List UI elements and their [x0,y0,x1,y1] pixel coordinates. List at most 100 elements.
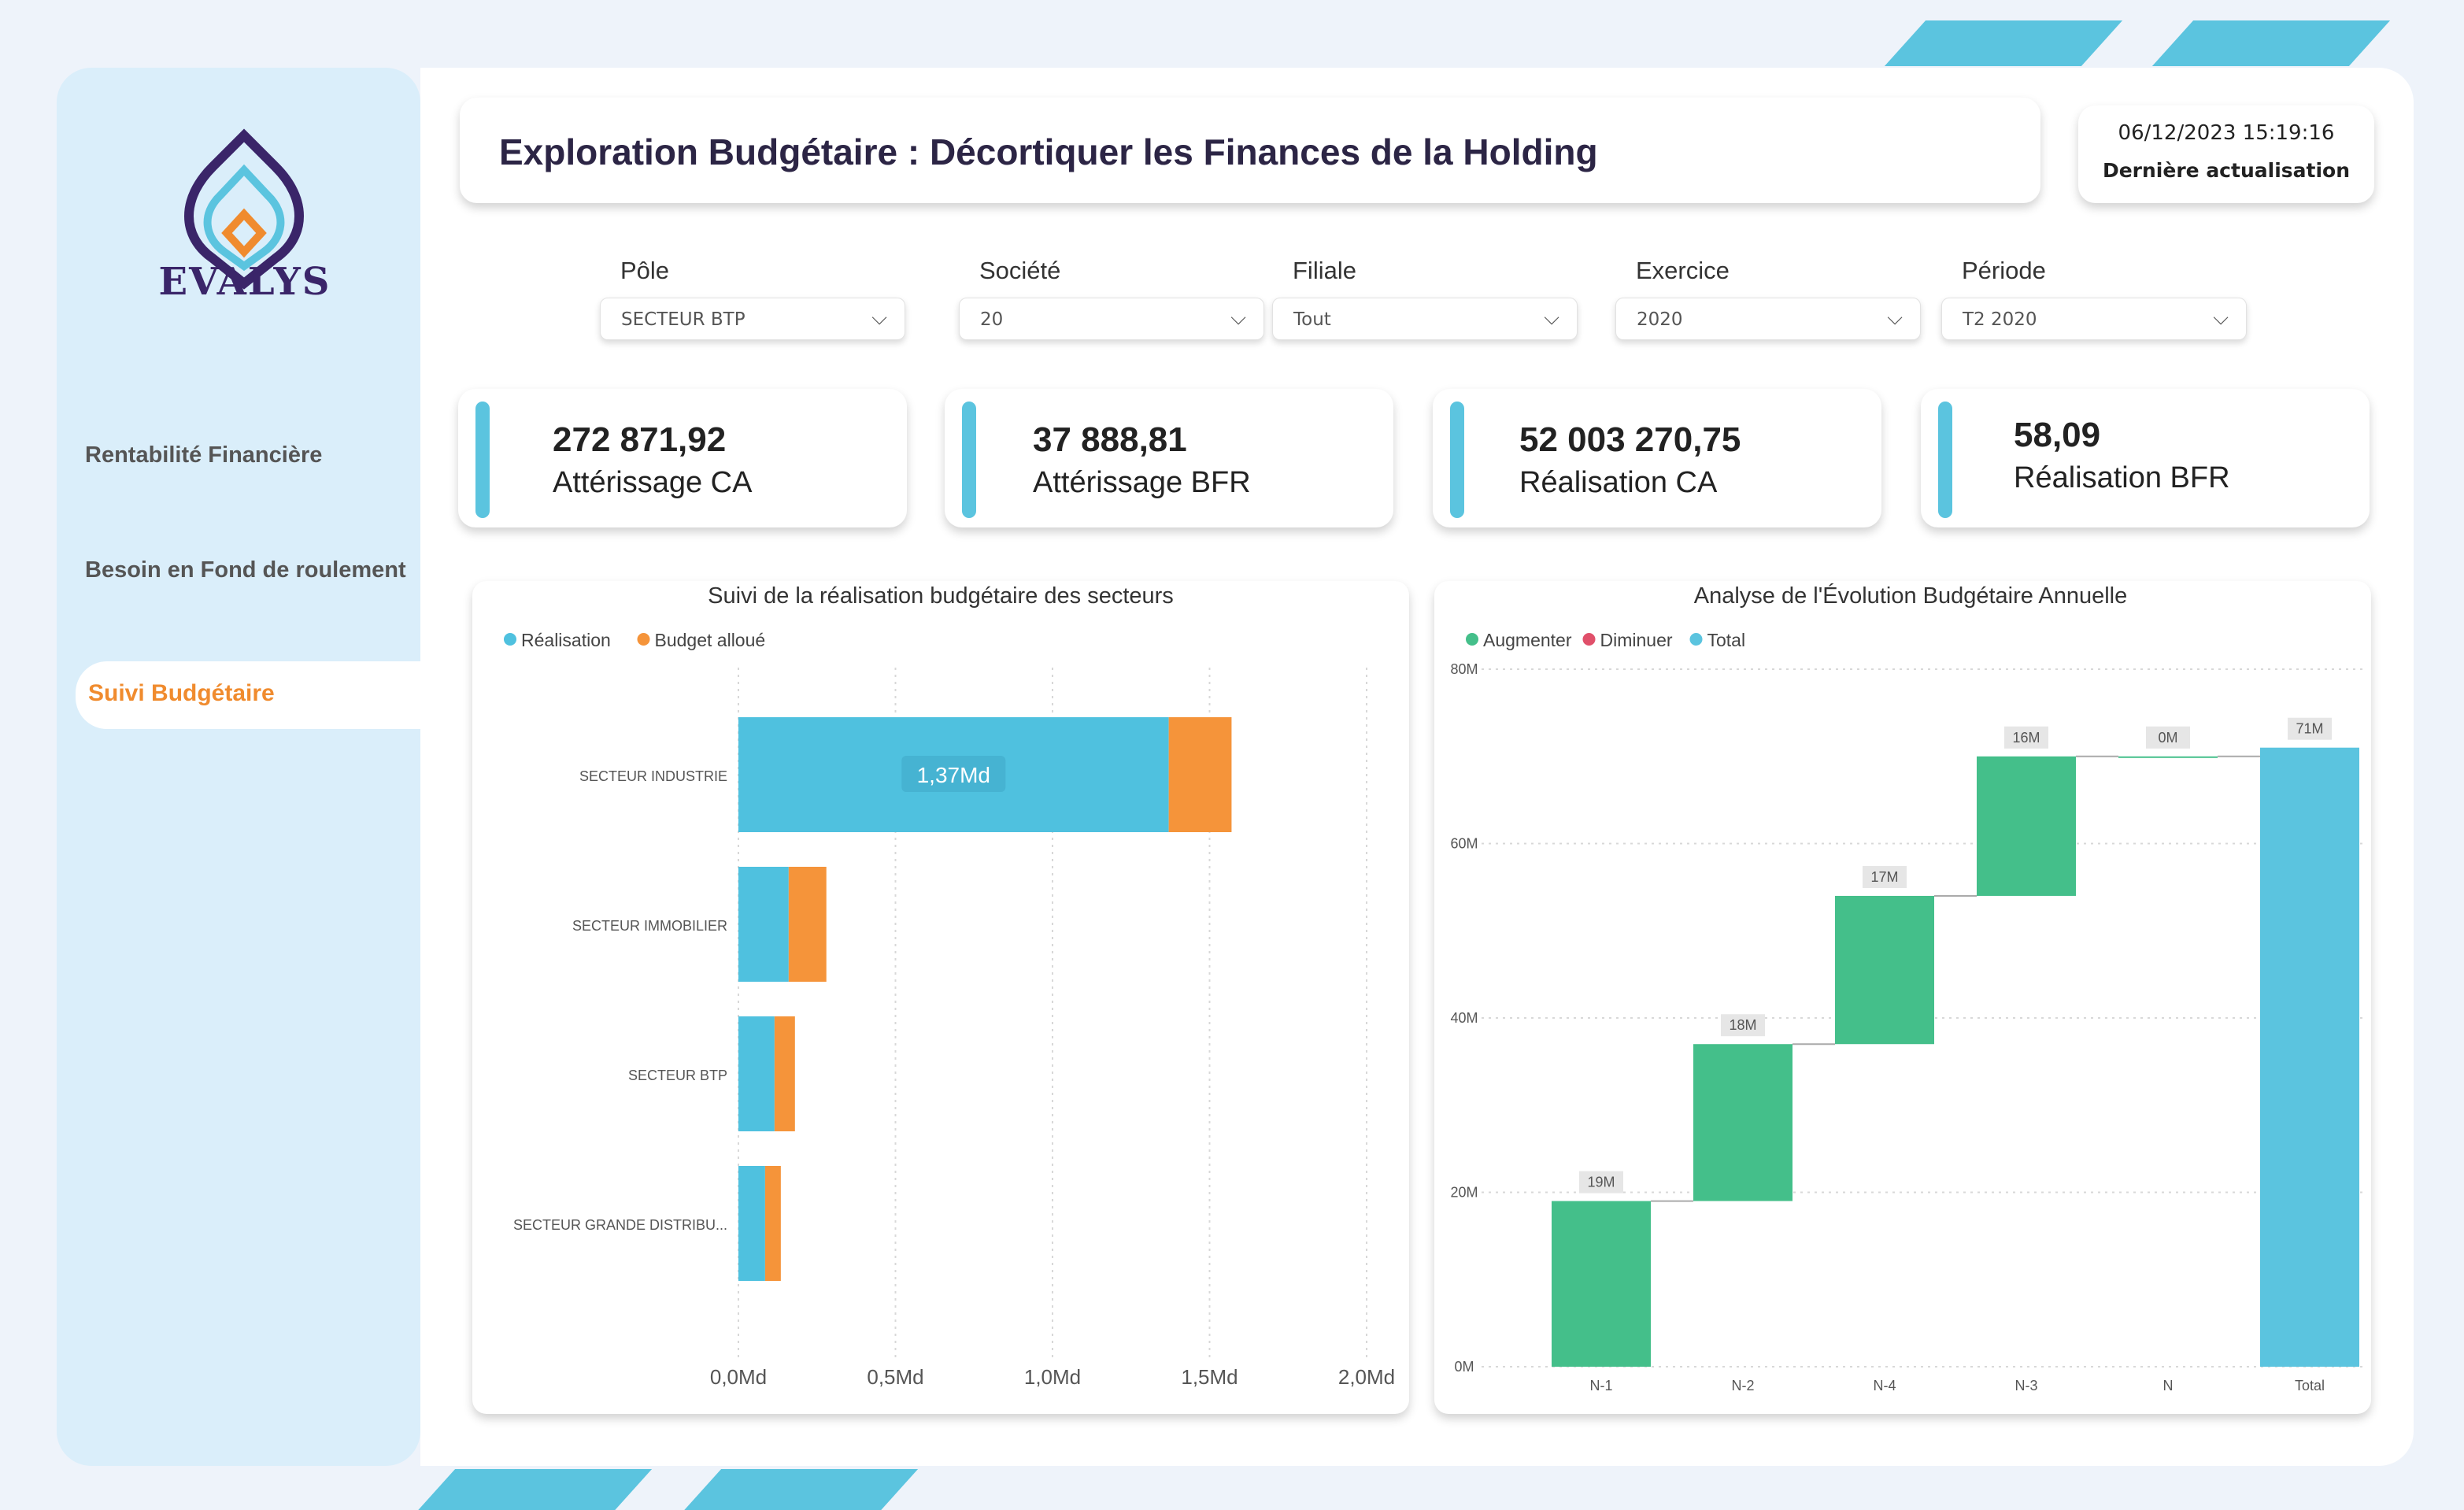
waterfall-bar [1835,895,1934,1045]
x-tick-label: N-3 [2014,1378,2037,1393]
kpi-accent-bar [962,402,976,518]
refresh-card: 06/12/2023 15:19:16 Dernière actualisati… [2078,105,2374,203]
nav-item-label: Suivi Budgétaire [88,680,275,706]
chevron-down-icon: ⌵ [1230,306,1246,330]
legend-label: Budget alloué [655,630,766,650]
value-label: 18M [1729,1017,1756,1033]
filiale-dropdown[interactable]: Tout ⌵ [1272,298,1578,340]
bar-segment [738,1166,765,1281]
value-label-bg [1721,1014,1765,1037]
page-title-card: Exploration Budgétaire : Décortiquer les… [460,98,2040,203]
dropdown-value: Tout [1293,309,1331,330]
y-tick-label: 80M [1450,661,1478,677]
sector-budget-bar-svg: Suivi de la réalisation budgétaire des s… [504,583,1395,1389]
chevron-down-icon: ⌵ [871,306,887,330]
chart-title: Suivi de la réalisation budgétaire des s… [708,583,1174,609]
x-tick-label: N-2 [1731,1378,1754,1393]
legend-label: Réalisation [521,630,611,650]
waterfall-bar [1693,1044,1793,1201]
kpi-label: Réalisation CA [1519,466,1718,499]
annual-evolution-chart: Analyse de l'Évolution Budgétaire Annuel… [1434,581,2371,1414]
kpi-value: 52 003 270,75 [1519,420,1741,459]
x-tick-label: 0,5Md [867,1365,923,1389]
value-label-bg [2146,726,2190,749]
waterfall-bar [1552,1201,1651,1367]
filter-filiale: Filiale Tout ⌵ [1272,250,1578,348]
y-tick-label: 0M [1454,1359,1474,1375]
sidebar [57,68,420,1466]
kpi-accent-bar [475,402,490,518]
x-tick-label: N [2163,1378,2174,1393]
annual-waterfall-svg: Analyse de l'Évolution Budgétaire Annuel… [1450,583,2363,1393]
category-label: SECTEUR BTP [628,1068,727,1083]
nav-item-rentabilite[interactable]: Rentabilité Financière [85,442,323,468]
x-tick-label: 1,5Md [1181,1365,1238,1389]
x-tick-label: Total [2295,1378,2325,1393]
kpi-card-realisation-bfr: 58,09 Réalisation BFR [1921,389,2370,527]
filter-periode: Période T2 2020 ⌵ [1941,250,2247,348]
pole-dropdown[interactable]: SECTEUR BTP ⌵ [600,298,905,340]
dropdown-value: SECTEUR BTP [621,309,745,330]
bar-segment [1168,717,1232,832]
value-label: 19M [1587,1175,1615,1190]
sector-budget-chart: Suivi de la réalisation budgétaire des s… [472,581,1409,1414]
kpi-card-atterissage-ca: 272 871,92 Attérissage CA [458,389,907,527]
value-label-bg [1863,865,1907,888]
kpi-label: Attérissage CA [553,466,753,499]
filter-label: Exercice [1636,257,1730,284]
chart-title: Analyse de l'Évolution Budgétaire Annuel… [1694,583,2127,609]
nav-item-suivi-budgetaire[interactable]: Suivi Budgétaire [76,661,453,729]
decor-stripe [2151,20,2391,66]
periode-dropdown[interactable]: T2 2020 ⌵ [1941,298,2247,340]
x-tick-label: N-1 [1589,1378,1612,1393]
decor-stripe [413,1469,653,1510]
value-label: 17M [1870,869,1898,885]
kpi-label: Attérissage BFR [1033,466,1251,499]
kpi-value: 272 871,92 [553,420,727,459]
x-tick-label: 1,0Md [1024,1365,1081,1389]
bar-segment [764,1166,781,1281]
kpi-label: Réalisation BFR [2014,461,2230,494]
bar-segment [738,867,789,982]
kpi-accent-bar [1938,402,1952,518]
kpi-value: 58,09 [2014,416,2101,454]
category-label: SECTEUR GRANDE DISTRIBU... [513,1217,727,1233]
value-label: 0M [2158,730,2177,746]
data-label: 1,37Md [917,763,990,787]
x-tick-label: N-4 [1873,1378,1896,1393]
societe-dropdown[interactable]: 20 ⌵ [959,298,1264,340]
filter-exercice: Exercice 2020 ⌵ [1615,250,1921,348]
dropdown-value: 20 [980,309,1004,330]
filter-societe: Société 20 ⌵ [959,250,1264,348]
dropdown-value: 2020 [1637,309,1683,330]
chevron-down-icon: ⌵ [2213,306,2229,330]
kpi-accent-bar [1450,402,1464,518]
y-tick-label: 40M [1450,1010,1478,1026]
nav-item-bfr[interactable]: Besoin en Fond de roulement [85,557,406,583]
y-tick-label: 60M [1450,836,1478,852]
y-tick-label: 20M [1450,1185,1478,1201]
x-tick-label: 0,0Md [710,1365,767,1389]
kpi-value: 37 888,81 [1033,420,1187,459]
legend-label: Total [1707,630,1746,650]
data-label-bg [901,756,1006,792]
decor-stripe [679,1469,919,1510]
legend-marker [504,633,516,646]
value-label-bg [2004,726,2048,749]
legend-label: Diminuer [1600,630,1673,650]
exercice-dropdown[interactable]: 2020 ⌵ [1615,298,1921,340]
waterfall-bar [2118,756,2218,758]
waterfall-bar [1977,756,2076,896]
bar-segment [738,1016,775,1131]
page-title: Exploration Budgétaire : Décortiquer les… [499,131,1598,172]
bar-segment [788,867,827,982]
value-label: 16M [2012,730,2040,746]
value-label-bg [1579,1171,1623,1194]
chevron-down-icon: ⌵ [1544,306,1559,330]
x-tick-label: 2,0Md [1338,1365,1395,1389]
brand-name: EVALYS [158,260,331,304]
bar-segment [774,1016,795,1131]
category-label: SECTEUR IMMOBILIER [572,918,727,934]
legend-marker [1689,633,1703,646]
value-label-bg [2288,717,2332,740]
